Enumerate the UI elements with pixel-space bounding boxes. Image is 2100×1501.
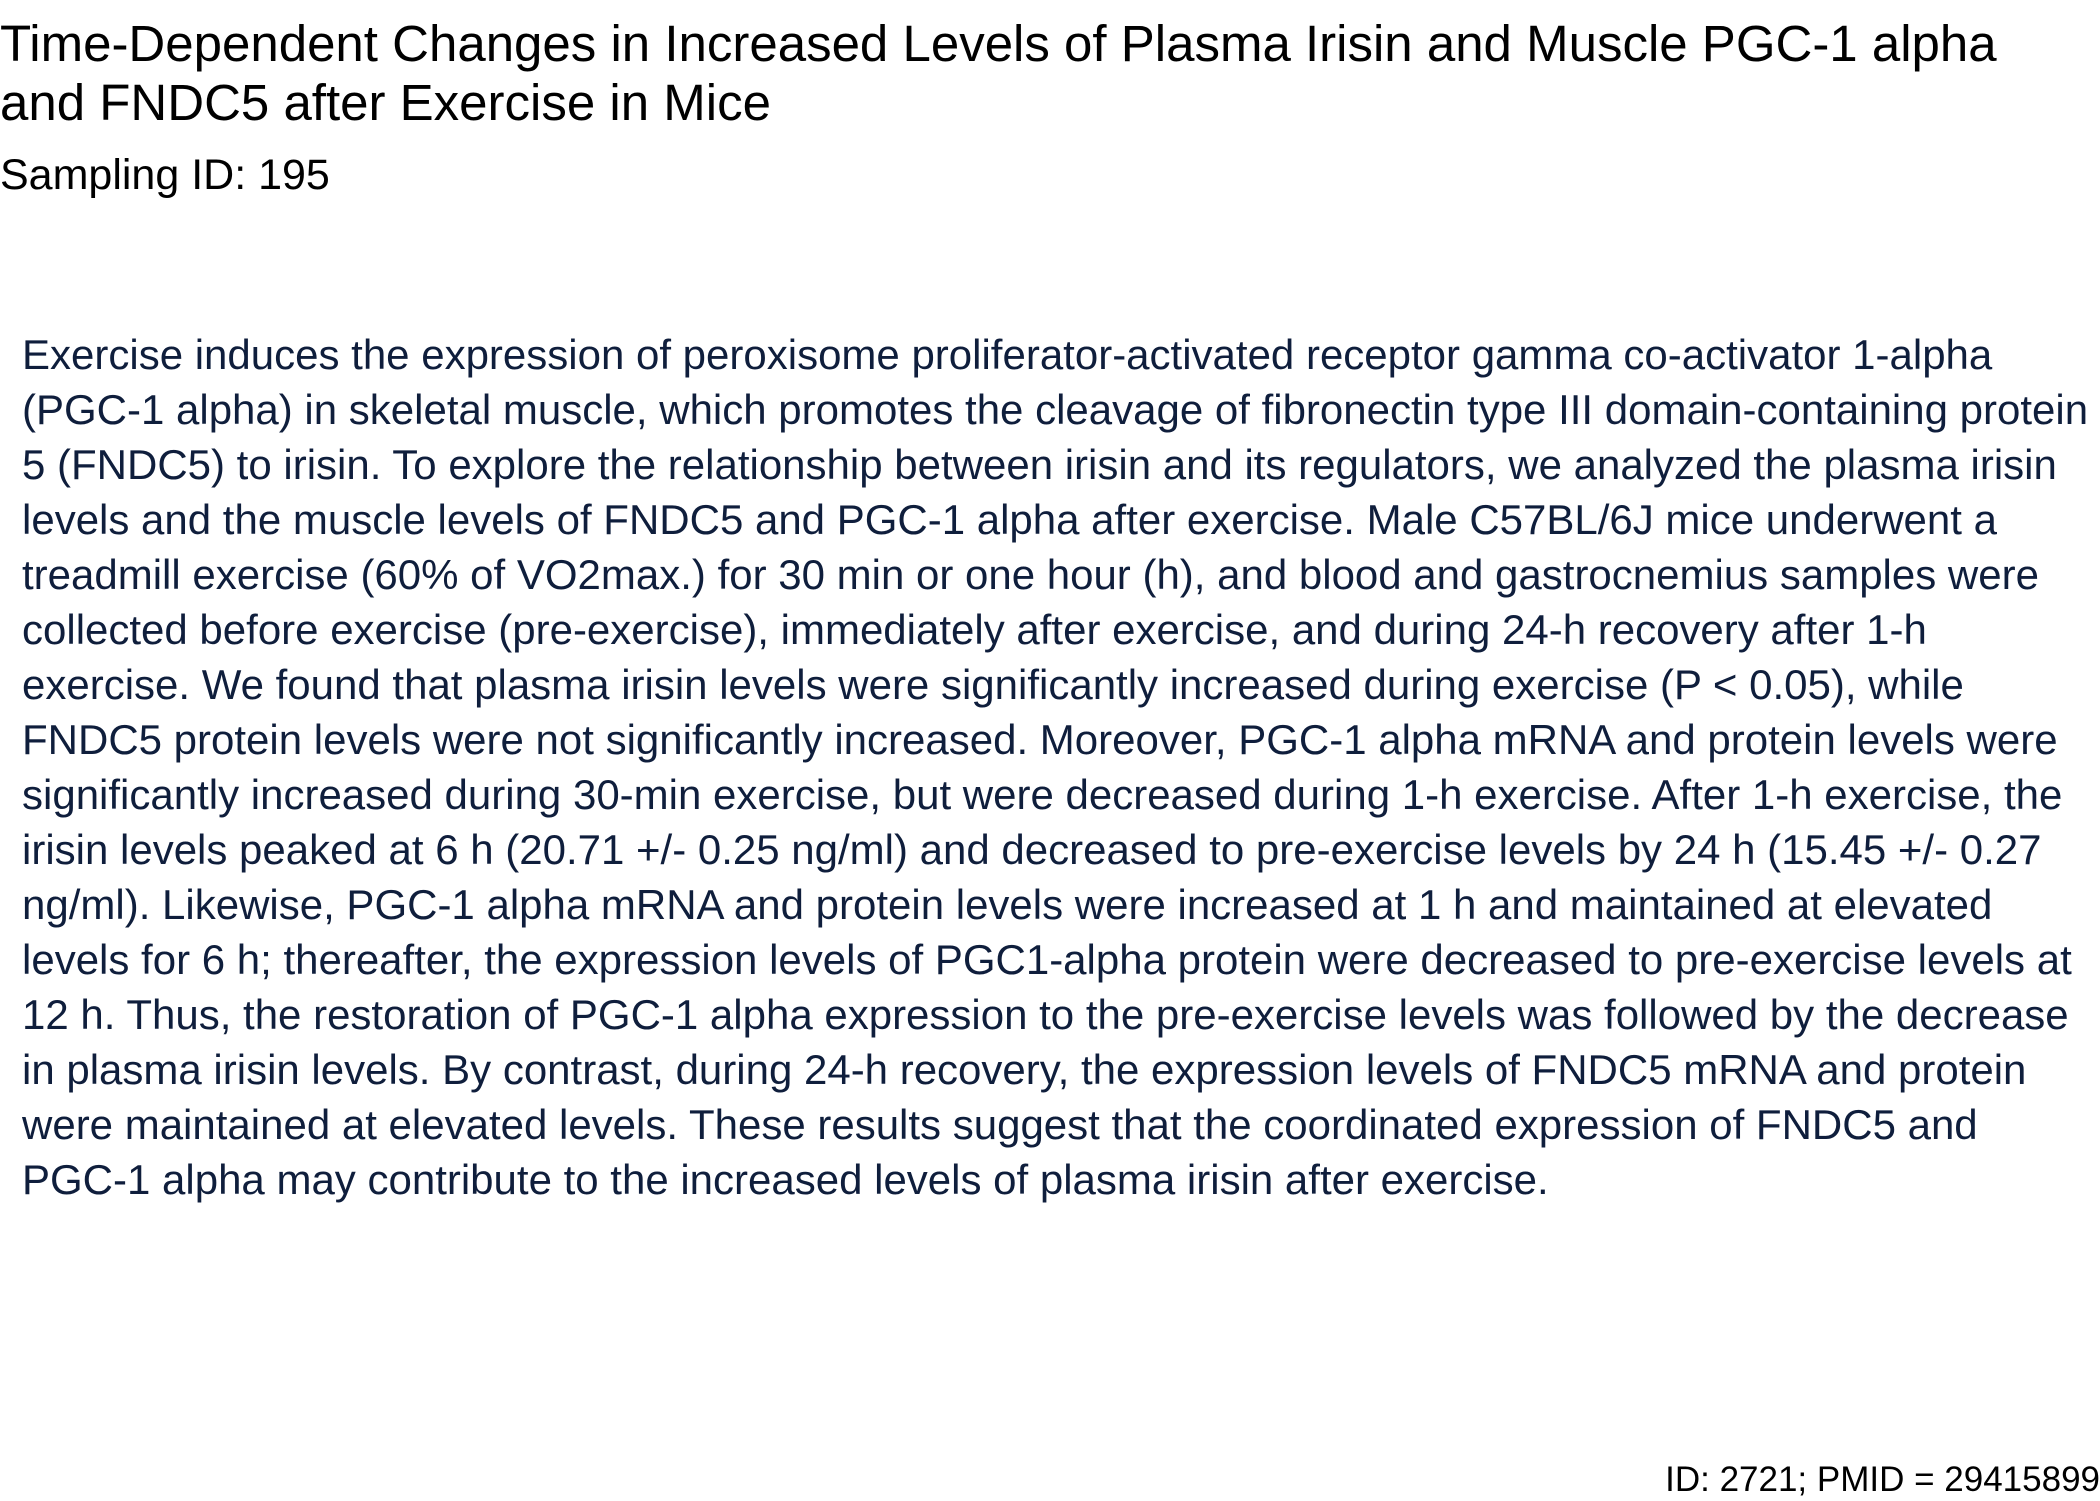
abstract-text: Exercise induces the expression of perox… bbox=[22, 331, 2089, 1203]
sampling-id: Sampling ID: 195 bbox=[0, 151, 330, 199]
footer-id: ID: 2721; PMID = 29415899 bbox=[1665, 1460, 2100, 1499]
document-title: Time-Dependent Changes in Increased Leve… bbox=[0, 15, 1997, 131]
